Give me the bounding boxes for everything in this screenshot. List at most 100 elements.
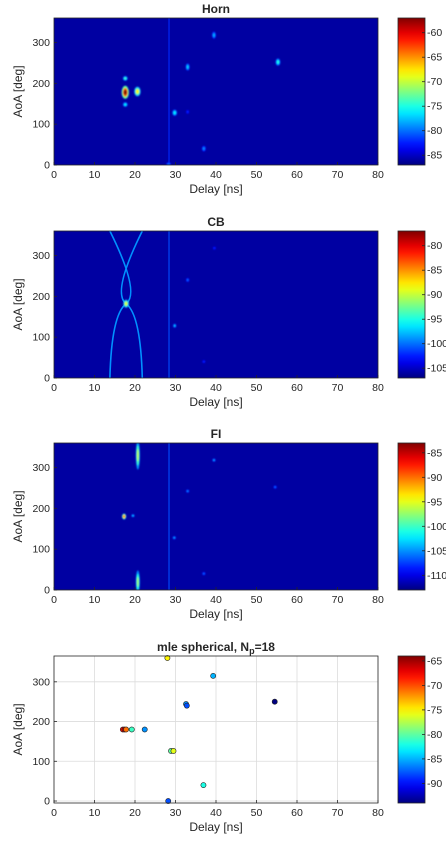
colorbar-tick-label: -90 (427, 778, 442, 790)
heatmap-spot-3 (134, 86, 141, 97)
colorbar-tick-label: -80 (427, 729, 442, 741)
y-tick-label: 200 (32, 78, 50, 90)
y-tick-label: 0 (44, 373, 50, 385)
x-axis-label: Delay [ns] (189, 182, 242, 196)
x-tick-label: 70 (332, 382, 344, 394)
x-tick-label: 0 (51, 807, 57, 819)
heatmap-spot-5 (185, 63, 190, 71)
x-tick-label: 30 (170, 169, 182, 181)
y-tick-label: 300 (32, 37, 50, 49)
heatmap-spot-6 (211, 31, 217, 39)
scatter-point-6 (165, 798, 172, 804)
colorbar-tick-label: -100 (427, 338, 446, 350)
heatmap-background (54, 443, 378, 590)
heatmap-spot-3 (131, 514, 135, 518)
heatmap-spot-1 (135, 570, 140, 590)
heatmap-spot-4 (212, 246, 216, 250)
colorbar-tick-label: -85 (427, 753, 442, 765)
colorbar: -85 -90 -95 -100 -105 -110 (397, 442, 446, 591)
heatmap-spot-0 (123, 299, 129, 308)
x-tick-label: 70 (332, 807, 344, 819)
x-tick-label: 10 (89, 807, 101, 819)
y-axis-label: AoA [deg] (11, 65, 25, 117)
chart-title: CB (207, 215, 225, 229)
heatmap-spot-7 (201, 145, 206, 152)
colorbar-tick-label: -105 (427, 545, 446, 557)
x-tick-label: 50 (251, 169, 263, 181)
x-axis-label: Delay [ns] (189, 395, 242, 409)
x-tick-label: 60 (291, 807, 303, 819)
y-axis-label: AoA [deg] (11, 490, 25, 542)
y-tick-label: 300 (32, 462, 50, 474)
x-tick-label: 70 (332, 169, 344, 181)
heatmap-spot-5 (186, 489, 190, 493)
x-tick-label: 60 (291, 594, 303, 606)
colorbar-tick-label: -80 (427, 240, 442, 252)
x-tick-label: 20 (129, 382, 141, 394)
colorbar-tick-label: -75 (427, 101, 442, 113)
y-tick-label: 100 (32, 119, 50, 131)
colorbar-tick-label: -70 (427, 76, 442, 88)
panel-1: 0 10 20 30 40 50 60 70 80 0 100 200 300 Horn Delay [ns… (11, 2, 442, 196)
scatter-point-11 (200, 782, 207, 789)
heatmap-spot-2 (186, 277, 190, 283)
x-axis-label: Delay [ns] (189, 820, 242, 834)
chart-title: Horn (202, 2, 230, 16)
x-tick-label: 20 (129, 594, 141, 606)
colorbar-tick-label: -65 (427, 655, 442, 667)
x-tick-label: 60 (291, 382, 303, 394)
y-tick-label: 200 (32, 291, 50, 303)
x-tick-label: 30 (170, 807, 182, 819)
colorbar-tick-label: -95 (427, 496, 442, 508)
heatmap-spot-3 (202, 360, 206, 364)
heatmap-spot-8 (273, 485, 277, 489)
colorbar-tick-label: -95 (427, 314, 442, 326)
x-tick-label: 30 (170, 594, 182, 606)
x-tick-label: 80 (372, 169, 384, 181)
x-tick-label: 10 (89, 169, 101, 181)
colorbar-tick-label: -100 (427, 521, 446, 533)
colorbar-tick-label: -105 (427, 363, 446, 375)
heatmap-spot-1 (122, 75, 128, 81)
scatter-point-2 (123, 726, 129, 733)
colorbar-tick-label: -65 (427, 52, 442, 64)
colorbar-tick-label: -85 (427, 265, 442, 277)
x-tick-label: 10 (89, 382, 101, 394)
y-axis-label: AoA [deg] (11, 278, 25, 330)
colorbar-tick-label: -70 (427, 680, 442, 692)
x-tick-label: 50 (251, 382, 263, 394)
x-tick-label: 50 (251, 807, 263, 819)
x-tick-label: 10 (89, 594, 101, 606)
y-tick-label: 200 (32, 716, 50, 728)
x-tick-label: 0 (51, 382, 57, 394)
heatmap-spot-10 (186, 109, 190, 114)
heatmap-spot-2 (122, 513, 127, 520)
x-tick-label: 40 (210, 382, 222, 394)
y-tick-label: 300 (32, 250, 50, 262)
colorbar: -80 -85 -90 -95 -100 -105 (397, 230, 446, 379)
scatter-point-13 (271, 698, 278, 705)
colorbar-tick-label: -85 (427, 447, 442, 459)
colorbar: -65 -70 -75 -80 -85 -90 (397, 655, 442, 804)
chart-title: FI (211, 427, 222, 441)
colorbar-tick-label: -110 (427, 570, 446, 582)
heatmap-spot-2 (122, 102, 128, 108)
y-tick-label: 100 (32, 332, 50, 344)
x-tick-label: 50 (251, 594, 263, 606)
y-tick-label: 200 (32, 503, 50, 515)
x-tick-label: 80 (372, 807, 384, 819)
colorbar-tick-label: -75 (427, 704, 442, 716)
x-tick-label: 40 (210, 169, 222, 181)
x-tick-label: 70 (332, 594, 344, 606)
scatter-point-12 (210, 672, 217, 679)
x-tick-label: 20 (129, 169, 141, 181)
x-tick-label: 40 (210, 807, 222, 819)
x-tick-label: 60 (291, 169, 303, 181)
scatter-point-4 (141, 726, 148, 733)
y-tick-label: 100 (32, 756, 50, 768)
colorbar-tick-label: -90 (427, 472, 442, 484)
x-axis-label: Delay [ns] (189, 607, 242, 621)
heatmap-spot-0 (135, 443, 140, 470)
panel-2: 0 10 20 30 40 50 60 70 80 0 100 200 300 CB Delay [ns] A… (11, 215, 446, 409)
x-tick-label: 20 (129, 807, 141, 819)
